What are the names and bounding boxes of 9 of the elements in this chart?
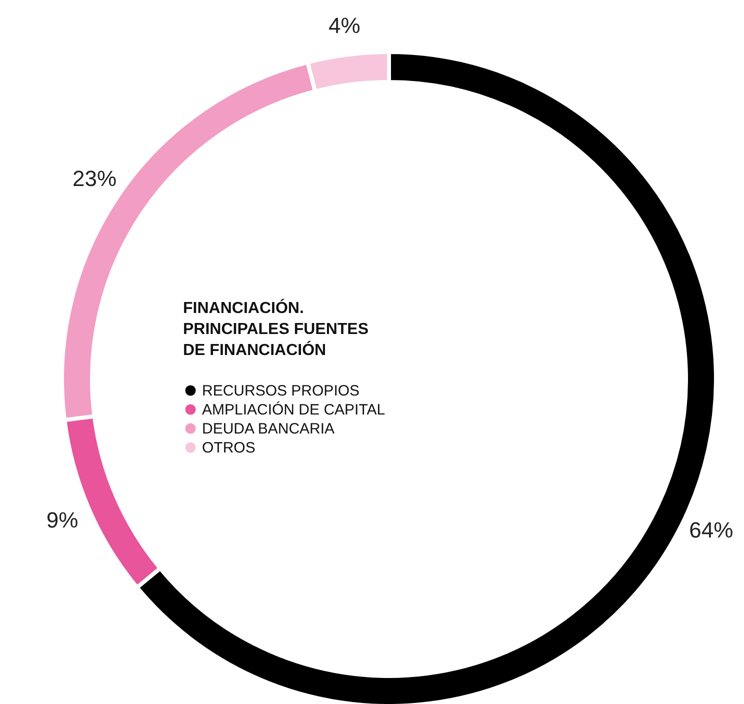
data-label: 64% — [689, 518, 734, 543]
legend-label: DEUDA BANCARIA — [202, 420, 335, 438]
legend-label: RECURSOS PROPIOS — [202, 382, 360, 400]
text: FINANCIACIÓN. PRINCIPALES FUENTES DE FINANCIACIÓN — [183, 298, 369, 359]
data-label: 9% — [46, 507, 78, 532]
data-label: 4% — [328, 12, 360, 38]
legend-label: AMPLIACIÓN DE CAPITAL — [202, 400, 386, 418]
legend-label: OTROS — [202, 440, 256, 456]
data-label: 23% — [72, 166, 117, 191]
